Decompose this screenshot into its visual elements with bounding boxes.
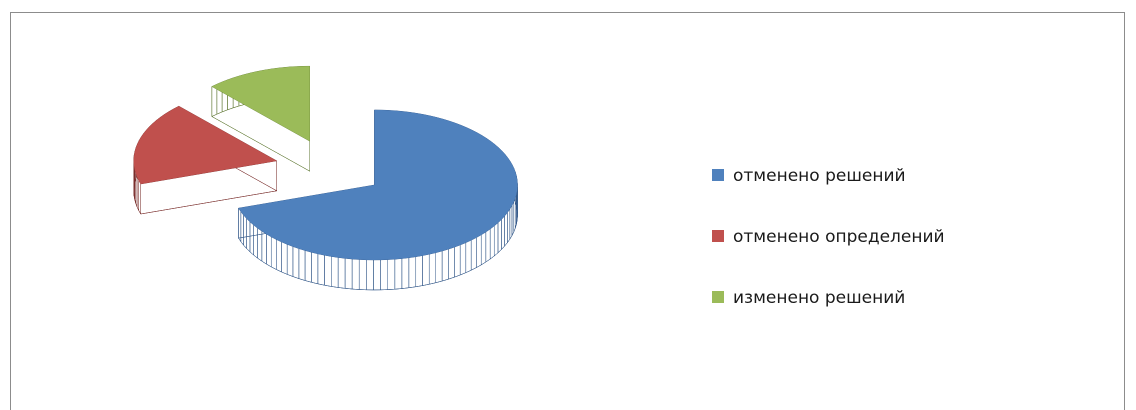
pie [133, 65, 518, 291]
legend-label: изменено решений [733, 288, 905, 308]
legend-label: отменено решений [733, 166, 906, 186]
legend-swatch [712, 291, 724, 303]
slice [133, 106, 277, 185]
chart-border [10, 12, 1125, 410]
slice [238, 109, 518, 260]
legend-swatch [712, 230, 724, 242]
legend-label: отменено определений [733, 227, 945, 247]
slice [211, 66, 310, 142]
legend-swatch [712, 169, 724, 181]
legend: отменено решений отменено определений изме… [712, 166, 945, 308]
